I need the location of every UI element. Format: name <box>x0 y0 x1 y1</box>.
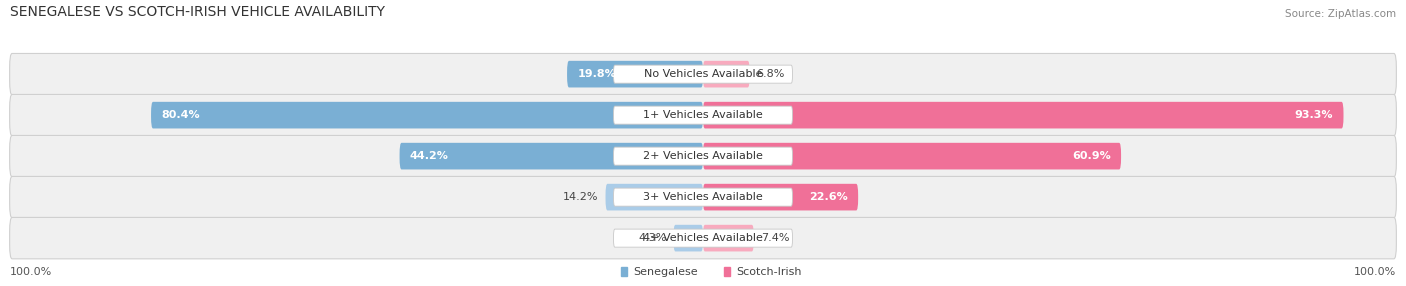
FancyBboxPatch shape <box>673 225 703 251</box>
FancyBboxPatch shape <box>150 102 703 128</box>
Bar <box>724 267 730 276</box>
Text: 22.6%: 22.6% <box>808 192 848 202</box>
Text: Senegalese: Senegalese <box>634 267 699 277</box>
Bar <box>620 267 627 276</box>
Text: Source: ZipAtlas.com: Source: ZipAtlas.com <box>1285 9 1396 19</box>
Text: 1+ Vehicles Available: 1+ Vehicles Available <box>643 110 763 120</box>
FancyBboxPatch shape <box>10 136 1396 177</box>
FancyBboxPatch shape <box>703 143 1121 170</box>
FancyBboxPatch shape <box>10 176 1396 218</box>
FancyBboxPatch shape <box>399 143 703 170</box>
Text: 4+ Vehicles Available: 4+ Vehicles Available <box>643 233 763 243</box>
FancyBboxPatch shape <box>613 65 793 83</box>
FancyBboxPatch shape <box>606 184 703 210</box>
Text: 7.4%: 7.4% <box>761 233 789 243</box>
Text: 2+ Vehicles Available: 2+ Vehicles Available <box>643 151 763 161</box>
Text: 19.8%: 19.8% <box>578 69 616 79</box>
FancyBboxPatch shape <box>613 147 793 165</box>
Text: 6.8%: 6.8% <box>756 69 785 79</box>
FancyBboxPatch shape <box>613 229 793 247</box>
Text: 4.3%: 4.3% <box>638 233 666 243</box>
FancyBboxPatch shape <box>10 217 1396 259</box>
FancyBboxPatch shape <box>10 53 1396 95</box>
Text: 80.4%: 80.4% <box>162 110 200 120</box>
Text: 93.3%: 93.3% <box>1295 110 1333 120</box>
FancyBboxPatch shape <box>613 106 793 124</box>
Text: 100.0%: 100.0% <box>10 267 52 277</box>
Text: 100.0%: 100.0% <box>1354 267 1396 277</box>
Text: Scotch-Irish: Scotch-Irish <box>737 267 801 277</box>
FancyBboxPatch shape <box>703 61 749 88</box>
Text: 44.2%: 44.2% <box>411 151 449 161</box>
FancyBboxPatch shape <box>10 94 1396 136</box>
Text: SENEGALESE VS SCOTCH-IRISH VEHICLE AVAILABILITY: SENEGALESE VS SCOTCH-IRISH VEHICLE AVAIL… <box>10 5 385 19</box>
FancyBboxPatch shape <box>703 184 858 210</box>
Text: 14.2%: 14.2% <box>564 192 599 202</box>
Text: 3+ Vehicles Available: 3+ Vehicles Available <box>643 192 763 202</box>
FancyBboxPatch shape <box>703 102 1344 128</box>
FancyBboxPatch shape <box>567 61 703 88</box>
FancyBboxPatch shape <box>613 188 793 206</box>
Text: 60.9%: 60.9% <box>1071 151 1111 161</box>
Text: No Vehicles Available: No Vehicles Available <box>644 69 762 79</box>
FancyBboxPatch shape <box>703 225 754 251</box>
